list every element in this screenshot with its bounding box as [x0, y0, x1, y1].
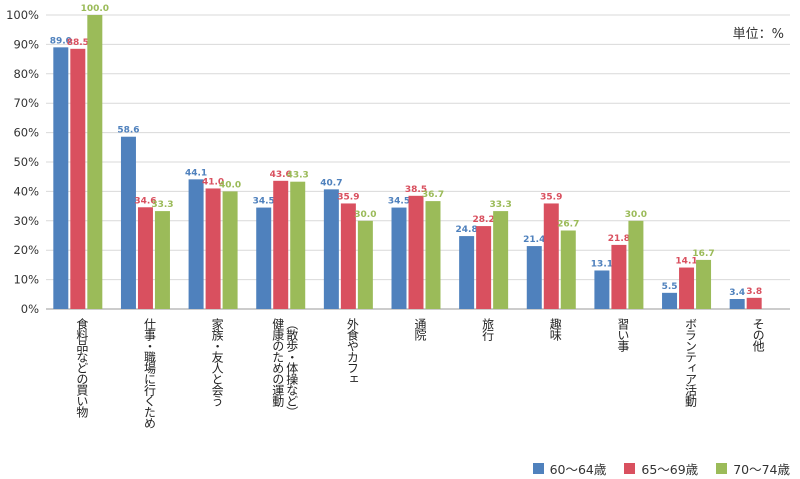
legend-label: 70〜74歳 — [733, 462, 790, 477]
data-label: 34.5 — [253, 197, 275, 207]
category-label: 外食やカフェ — [345, 318, 359, 384]
bar — [188, 179, 204, 309]
data-label: 24.8 — [456, 225, 478, 235]
bar — [256, 207, 272, 309]
bar — [70, 48, 86, 310]
y-tick-label: 70% — [13, 96, 39, 110]
category-label: 通院 — [413, 318, 427, 341]
category-label: ボランティア活動 — [684, 318, 698, 407]
bar — [476, 226, 492, 309]
data-label: 38.5 — [405, 185, 427, 195]
bar — [323, 189, 339, 309]
legend-label: 60〜64歳 — [549, 462, 607, 477]
data-label: 33.3 — [151, 200, 173, 210]
data-label: 88.5 — [67, 38, 89, 48]
bar — [87, 15, 103, 309]
bar — [526, 246, 542, 309]
data-label: 5.5 — [662, 282, 678, 292]
data-label: 34.6 — [134, 196, 156, 206]
bar — [273, 180, 289, 309]
unit-label: 単位：% — [732, 27, 784, 42]
legend-label: 65〜69歳 — [641, 462, 699, 477]
y-tick-label: 10% — [13, 273, 39, 287]
bar — [290, 181, 306, 309]
category-label: 健康のための運動 — [271, 318, 285, 407]
data-label: 89.0 — [50, 36, 72, 46]
data-label: 28.2 — [473, 215, 495, 225]
bar — [594, 270, 610, 309]
data-label: 26.7 — [557, 220, 579, 230]
category-label: （散歩・体操など） — [285, 318, 299, 417]
bar — [340, 203, 356, 309]
y-tick-label: 50% — [13, 155, 39, 169]
category-label: 趣味 — [548, 317, 562, 341]
data-label: 3.8 — [746, 287, 762, 297]
legend-item: 70〜74歳 — [716, 459, 790, 478]
bar — [222, 191, 238, 309]
data-label: 100.0 — [81, 4, 109, 14]
data-label: 41.0 — [202, 177, 224, 187]
bar — [746, 297, 762, 309]
bar — [154, 211, 170, 309]
data-label: 58.6 — [117, 126, 139, 136]
data-label: 43.6 — [270, 170, 292, 180]
data-label: 13.1 — [591, 259, 613, 269]
y-tick-label: 60% — [13, 126, 39, 140]
legend-swatch — [716, 463, 728, 474]
legend-swatch — [532, 463, 544, 474]
bar — [611, 244, 627, 309]
legend-item: 60〜64歳 — [532, 459, 607, 478]
y-tick-label: 40% — [13, 184, 39, 198]
data-label: 16.7 — [692, 249, 714, 259]
data-label: 44.1 — [185, 168, 207, 178]
bar — [679, 267, 695, 309]
category-label: 旅行 — [481, 318, 495, 341]
data-label: 35.9 — [540, 192, 562, 202]
data-label: 21.8 — [608, 234, 630, 244]
bar — [628, 220, 644, 309]
y-tick-label: 80% — [13, 67, 39, 81]
bar — [357, 220, 373, 309]
bar — [696, 259, 712, 309]
data-label: 36.7 — [422, 190, 444, 200]
bar — [53, 47, 69, 310]
bar — [408, 195, 424, 309]
category-label: その他 — [751, 318, 765, 352]
data-label: 43.3 — [287, 171, 309, 181]
category-label: 食料品などの買い物 — [75, 317, 89, 418]
y-tick-label: 90% — [13, 37, 39, 51]
data-label: 35.9 — [337, 192, 359, 202]
bar — [425, 201, 441, 309]
bar — [560, 230, 576, 309]
legend-item: 65〜69歳 — [624, 459, 698, 478]
category-label: 家族・友人と会う — [210, 317, 224, 407]
legend-swatch — [624, 463, 636, 474]
bar — [120, 136, 136, 309]
bar — [493, 211, 509, 309]
y-tick-label: 100% — [6, 8, 39, 22]
data-label: 40.0 — [219, 180, 241, 190]
bar — [459, 236, 475, 309]
category-label: 習い事 — [616, 318, 630, 352]
bar — [137, 207, 153, 309]
category-label: 仕事・職場に行くため — [142, 318, 156, 429]
bar — [543, 203, 559, 309]
data-label: 40.7 — [320, 178, 342, 188]
bar — [205, 188, 221, 309]
data-label: 21.4 — [523, 235, 545, 245]
bar — [662, 292, 678, 309]
data-label: 30.0 — [625, 210, 647, 220]
y-tick-label: 0% — [21, 302, 39, 316]
y-tick-label: 20% — [13, 243, 39, 257]
data-label: 14.1 — [675, 257, 697, 267]
data-label: 3.4 — [729, 288, 745, 298]
y-tick-label: 30% — [13, 214, 39, 228]
data-label: 33.3 — [490, 200, 512, 210]
data-label: 30.0 — [354, 210, 376, 220]
bar — [391, 207, 407, 309]
bar — [729, 299, 745, 309]
data-label: 34.5 — [388, 197, 410, 207]
legend: 60〜64歳 65〜69歳 70〜74歳 — [532, 459, 790, 478]
